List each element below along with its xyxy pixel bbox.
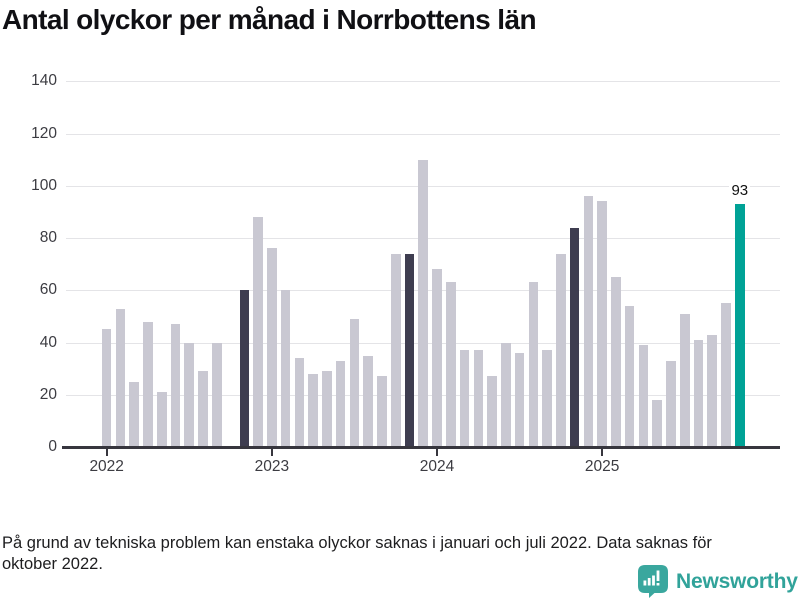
x-axis-line bbox=[62, 446, 780, 449]
bar-2023-04 bbox=[308, 373, 318, 447]
y-axis-label-120: 120 bbox=[31, 124, 57, 142]
bar-2022-07 bbox=[184, 342, 195, 447]
bar-2024-05 bbox=[487, 376, 497, 447]
x-axis-tick-2024 bbox=[436, 448, 438, 456]
y-axis-label-0: 0 bbox=[48, 438, 57, 455]
bar-2023-09 bbox=[377, 376, 387, 447]
x-axis-tick-2023 bbox=[270, 448, 273, 456]
bar-2022-02 bbox=[115, 308, 126, 447]
bar-2024-09 bbox=[542, 350, 552, 447]
bar-2025-02 bbox=[611, 277, 621, 447]
bar-2025-01 bbox=[597, 201, 607, 447]
bar-2022-01 bbox=[101, 329, 112, 447]
bar-2025-10 bbox=[721, 303, 731, 447]
bar-2023-02 bbox=[280, 290, 291, 447]
bar-2023-06 bbox=[335, 360, 346, 447]
y-axis-label-100: 100 bbox=[31, 176, 57, 194]
bar-2025-05 bbox=[652, 399, 662, 447]
chart-footnote: På grund av tekniska problem kan enstaka… bbox=[2, 533, 712, 574]
x-axis-label-2025: 2025 bbox=[584, 458, 620, 475]
bar-2025-11 bbox=[734, 204, 745, 447]
bar-2023-01 bbox=[267, 248, 277, 447]
y-axis-label-40: 40 bbox=[39, 333, 57, 351]
bar-2022-03 bbox=[129, 381, 140, 447]
bar-2022-12 bbox=[253, 217, 263, 447]
gridline-y-120 bbox=[66, 133, 780, 135]
y-axis-label-140: 140 bbox=[31, 72, 57, 90]
bar-2023-11 bbox=[404, 253, 415, 447]
y-axis-label-20: 20 bbox=[39, 385, 57, 403]
bar-2024-06 bbox=[501, 342, 511, 447]
gridline-y-140 bbox=[66, 81, 780, 83]
bar-2022-05 bbox=[156, 392, 167, 447]
bar-2022-08 bbox=[198, 371, 208, 447]
bar-2022-06 bbox=[170, 324, 181, 447]
newsworthy-bubble-chart-icon bbox=[638, 565, 668, 598]
bar-2023-10 bbox=[390, 253, 401, 447]
y-axis-label-80: 80 bbox=[39, 229, 57, 247]
x-axis-tick-2022 bbox=[105, 448, 108, 456]
y-axis-label-60: 60 bbox=[39, 281, 57, 299]
bar-2025-07 bbox=[679, 313, 690, 447]
bar-2025-03 bbox=[624, 305, 635, 447]
bar-2022-11 bbox=[239, 290, 250, 447]
brand-name: Newsworthy bbox=[676, 569, 798, 593]
bar-2022-04 bbox=[143, 321, 153, 447]
bar-2023-03 bbox=[294, 358, 305, 447]
bar-2023-12 bbox=[418, 159, 429, 447]
bar-2022-09 bbox=[212, 342, 222, 447]
bar-2024-10 bbox=[556, 253, 566, 447]
page-title: Antal olyckor per månad i Norrbottens lä… bbox=[2, 4, 537, 35]
x-axis-tick-2025 bbox=[601, 448, 604, 456]
bar-2023-08 bbox=[363, 355, 373, 447]
x-axis-label-2023: 2023 bbox=[254, 458, 290, 475]
bar-2025-09 bbox=[707, 334, 718, 447]
newsworthy-logo: Newsworthy bbox=[638, 565, 798, 598]
bar-2023-07 bbox=[349, 319, 360, 447]
x-axis-label-2024: 2024 bbox=[419, 458, 455, 475]
bar-2024-12 bbox=[583, 196, 594, 447]
bar-2024-08 bbox=[528, 282, 539, 447]
x-axis-label-2022: 2022 bbox=[89, 458, 124, 475]
bar-2023-05 bbox=[322, 371, 332, 447]
bar-2024-11 bbox=[569, 227, 580, 447]
bar-2024-02 bbox=[445, 282, 456, 447]
bar-2025-04 bbox=[638, 345, 649, 447]
bar-2024-01 bbox=[432, 269, 442, 447]
bar-2025-06 bbox=[666, 360, 676, 447]
bar-2025-08 bbox=[693, 339, 704, 447]
bar-2024-04 bbox=[473, 350, 484, 447]
bar-2024-07 bbox=[514, 352, 525, 447]
latest-bar-value-label: 93 bbox=[729, 182, 751, 200]
bar-2024-03 bbox=[459, 350, 470, 447]
